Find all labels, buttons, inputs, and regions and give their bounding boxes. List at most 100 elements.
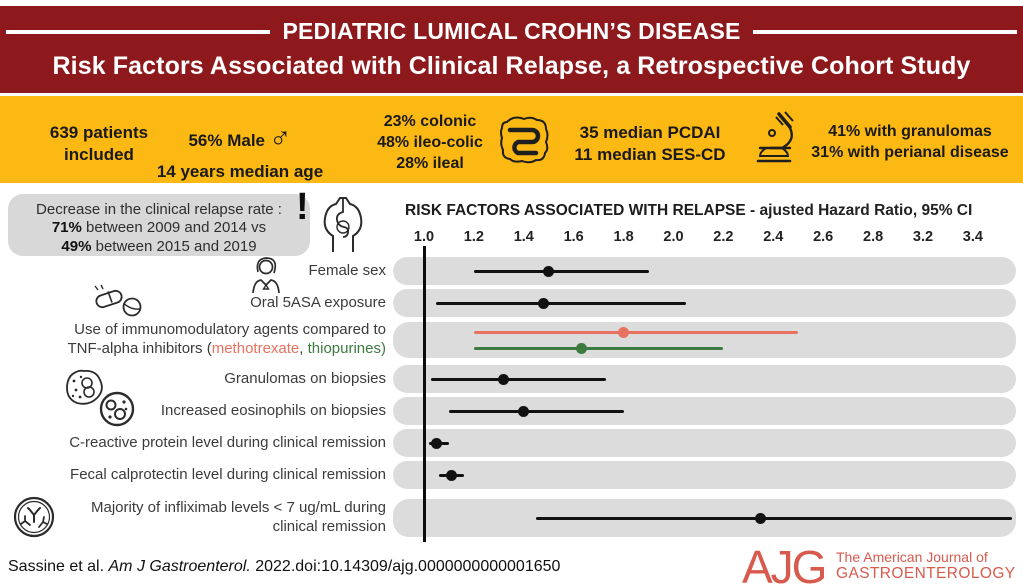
point-estimate-dot: [543, 265, 555, 277]
row-label-line: Oral 5ASA exposure: [250, 294, 386, 313]
microscope-icon: [756, 111, 794, 163]
row-label-segment: Granulomas on biopsies: [224, 369, 386, 387]
point-estimate-dot: [618, 326, 630, 338]
row-label-line: clinical remission: [273, 518, 386, 537]
stat-perianal: 31% with perianal disease: [811, 143, 1009, 161]
axis-tick-label: 1.2: [463, 229, 484, 245]
row-label-line: Majority of infliximab levels < 7 ug/mL …: [91, 499, 386, 518]
stat-ileocolic: 48% ileo-colic: [377, 133, 483, 151]
row-label-segment: TNF-alpha inhibitors (: [67, 340, 212, 357]
ci-line: [431, 377, 607, 381]
row-label-line: Increased eosinophils on biopsies: [161, 402, 386, 421]
row-track: [393, 322, 1016, 358]
stat-patients-line2: included: [64, 145, 134, 165]
axis-tick-label: 2.8: [863, 229, 884, 245]
stat-scores: 35 median PCDAI 11 median SES-CD: [565, 122, 735, 166]
ci-line: [436, 301, 686, 305]
point-estimate-dot: [518, 405, 530, 417]
point-estimate-dot: [538, 297, 550, 309]
page-subtitle: Risk Factors Associated with Clinical Re…: [52, 52, 971, 80]
row-label: Fecal calprotectin level during clinical…: [0, 461, 386, 489]
stat-pathology: 41% with granulomas 31% with perianal di…: [800, 122, 1020, 164]
stat-male: 56% Male: [188, 130, 266, 150]
row-label-line: Fecal calprotectin level during clinical…: [70, 466, 386, 485]
point-estimate-dot: [498, 373, 510, 385]
row-label-line: Female sex: [308, 262, 386, 281]
axis-tick-label: 1.0: [413, 229, 435, 245]
antibody-icon: [13, 496, 55, 538]
row-label-segment: methotrexate: [211, 340, 300, 357]
axis-tick-label: 1.4: [513, 229, 534, 245]
note-line3: 49% between 2015 and 2019: [8, 238, 310, 256]
relapse-rate-note: Decrease in the clinical relapse rate : …: [8, 194, 310, 256]
axis-tick-label: 3.2: [912, 229, 934, 245]
row-label-line: C-reactive protein level during clinical…: [69, 434, 386, 453]
stats-band: 639 patients included 56% Male ♂ 14 years…: [0, 96, 1023, 183]
alert-exclamation-icon: !: [296, 186, 309, 228]
intestine-icon: [500, 116, 549, 164]
row-label-segment: Oral 5ASA exposure: [250, 293, 386, 311]
stat-pcdai: 35 median PCDAI: [579, 123, 721, 142]
title-rule-left: [6, 29, 271, 34]
point-estimate-dot: [575, 342, 587, 354]
row-label-segment: Fecal calprotectin level during clinical…: [70, 465, 386, 483]
citation: Sassine et al. Am J Gastroenterol. 2022.…: [8, 558, 560, 576]
row-track: [393, 461, 1016, 489]
logo-line1: The American Journal of: [836, 549, 988, 565]
note-line2: 71% between 2009 and 2014 vs: [8, 219, 310, 237]
point-estimate-dot: [430, 437, 442, 449]
stat-patients: 639 patients included: [24, 122, 174, 166]
citation-journal: Am J Gastroenterol.: [108, 558, 251, 575]
axis-tick-label: 2.6: [813, 229, 834, 245]
row-label-line: TNF-alpha inhibitors (methotrexate, thio…: [68, 340, 387, 359]
logo-line2: GASTROENTEROLOGY: [836, 565, 1016, 583]
row-label-line: Granulomas on biopsies: [224, 370, 386, 389]
male-symbol-icon: ♂: [269, 121, 292, 154]
row-label: Granulomas on biopsies: [0, 365, 386, 393]
logo-text: The American Journal of GASTROENTEROLOGY: [836, 549, 1016, 583]
row-label: Female sex: [0, 257, 386, 285]
row-label-segment: Female sex: [308, 261, 386, 279]
chart-title: RISK FACTORS ASSOCIATED WITH RELAPSE - a…: [405, 202, 1020, 220]
point-estimate-dot: [445, 469, 457, 481]
title-row: PEDIATRIC LUMICAL CROHN’S DISEASE: [0, 6, 1023, 45]
stat-colonic: 23% colonic: [383, 113, 477, 130]
stat-male-line: 56% Male ♂: [140, 121, 340, 161]
eosinophil-cell-icon: [99, 391, 135, 427]
row-label-segment: Increased eosinophils on biopsies: [160, 401, 386, 419]
row-label: C-reactive protein level during clinical…: [0, 429, 386, 457]
note-pct1: 71%: [51, 219, 82, 237]
citation-authors: Sassine et al.: [8, 558, 109, 575]
stat-location: 23% colonic 48% ileo-colic 28% ileal: [360, 112, 500, 174]
row-label: Majority of infliximab levels < 7 ug/mL …: [0, 499, 386, 537]
reference-line: [422, 246, 426, 542]
chart-title-main: RISK FACTORS ASSOCIATED WITH RELAPSE: [405, 202, 746, 219]
row-label: Use of immunomodulatory agents compared …: [0, 321, 387, 359]
axis-tick-label: 3.4: [962, 229, 983, 245]
female-icon: [252, 257, 280, 294]
row-label: Increased eosinophils on biopsies: [0, 397, 386, 425]
stat-ileal: 28% ileal: [396, 154, 464, 172]
chart-title-suffix: - ajusted Hazard Ratio, 95% CI: [745, 202, 973, 219]
row-label-line: Use of immunomodulatory agents compared …: [74, 321, 386, 340]
row-track: [393, 429, 1016, 457]
stat-granulomas: 41% with granulomas: [828, 123, 992, 140]
axis-tick-label: 1.6: [563, 229, 584, 245]
note-pct2: 49%: [61, 237, 92, 255]
stat-sescd: 11 median SES-CD: [574, 145, 726, 165]
row-label-segment: thiopurines: [307, 340, 381, 357]
citation-doi: 2022.doi:10.14309/ajg.0000000000001650: [250, 558, 561, 575]
note-line3-text: between 2015 and 2019: [91, 237, 257, 255]
logo-acronym: AJG: [742, 541, 827, 587]
ci-line: [473, 269, 649, 273]
ci-line: [473, 346, 724, 350]
axis-tick-label: 2.0: [663, 229, 684, 245]
page-title: PEDIATRIC LUMICAL CROHN’S DISEASE: [282, 18, 741, 44]
granuloma-cell-icon: [66, 369, 103, 405]
row-label-segment: Use of immunomodulatory agents compared …: [74, 321, 386, 339]
stat-age: 14 years median age: [156, 162, 324, 181]
note-line1: Decrease in the clinical relapse rate :: [36, 201, 282, 218]
ci-line: [448, 409, 624, 413]
